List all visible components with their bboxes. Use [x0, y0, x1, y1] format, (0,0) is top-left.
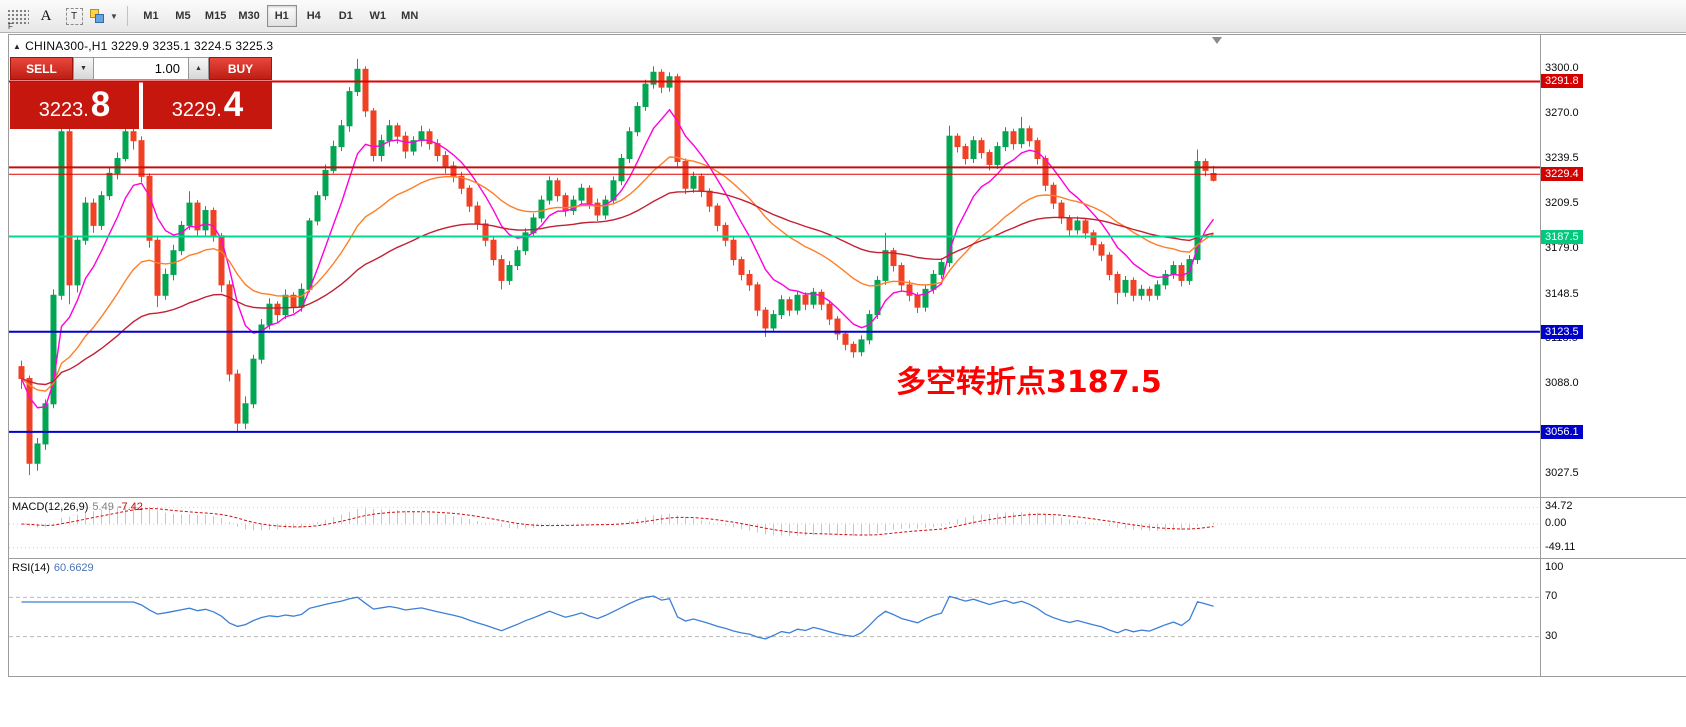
macd-main-value: 5.49: [92, 501, 114, 513]
rsi-axis-label: 100: [1545, 561, 1564, 573]
buy-price-big-digit: 4: [223, 85, 244, 124]
macd-axis-label: -49.11: [1545, 540, 1576, 553]
sell-price-display[interactable]: 3223. 8: [10, 82, 139, 129]
sell-price-big-digit: 8: [90, 85, 111, 124]
shapes-tool-button[interactable]: ▼: [89, 4, 119, 29]
macd-name: MACD(12,26,9): [12, 501, 89, 513]
price-axis-label: 3088.0: [1545, 377, 1579, 390]
timeframe-d1[interactable]: D1: [338, 10, 353, 22]
price-axis-separator[interactable]: [1540, 35, 1541, 676]
caret-up-icon: ▲: [195, 65, 202, 72]
price-axis-label: 3300.0: [1545, 62, 1579, 75]
chevron-down-icon: ▼: [110, 11, 118, 21]
chart-header: ▲ CHINA300-,H1 3229.9 3235.1 3224.5 3225.…: [13, 39, 273, 53]
shapes-icon: [90, 8, 106, 24]
macd-panel-separator[interactable]: [8, 497, 1686, 498]
macd-indicator-label: MACD(12,26,9) 5.49 -7.42: [12, 501, 143, 513]
macd-signal-line: [21, 507, 1214, 536]
grid-badge: F: [8, 21, 13, 31]
rsi-axis-label: 30: [1545, 629, 1558, 642]
timeframe-m15[interactable]: M15: [204, 10, 227, 22]
timeframe-m1[interactable]: M1: [143, 10, 159, 22]
level-price-label: 3229.4: [1541, 167, 1583, 182]
rsi-indicator-panel[interactable]: [9, 559, 1540, 676]
macd-axis-label: 0.00: [1545, 517, 1567, 529]
volume-up-button[interactable]: ▲: [188, 57, 209, 80]
rsi-value: 60.6629: [53, 562, 94, 574]
volume-dropdown-button[interactable]: ▼: [73, 57, 94, 80]
rsi-line: [21, 595, 1214, 640]
chart-annotation-text[interactable]: 多空转折点3187.5: [896, 365, 1162, 400]
rsi-axis-label: 70: [1545, 590, 1558, 603]
level-price-label: 3187.5: [1541, 229, 1583, 244]
price-axis-label: 3179.0: [1545, 242, 1579, 255]
grid-dots-tool-button[interactable]: F: [5, 4, 31, 31]
macd-signal-value: -7.42: [117, 501, 143, 513]
grid-dots-icon: F: [7, 8, 29, 31]
window-left-border: [8, 34, 9, 677]
window-top-border: [8, 34, 1686, 35]
price-axis-label: 3209.5: [1545, 196, 1579, 209]
rsi-panel-separator[interactable]: [8, 558, 1686, 559]
caret-down-icon: ▼: [80, 65, 87, 72]
ma-mid-line: [21, 156, 1214, 392]
price-axis-label: 3239.5: [1545, 152, 1579, 165]
price-axis-label: 3027.5: [1545, 467, 1579, 480]
level-price-label: 3123.5: [1541, 324, 1583, 339]
macd-indicator-panel[interactable]: [9, 498, 1540, 558]
timeframe-w1[interactable]: W1: [369, 10, 386, 22]
buy-button[interactable]: BUY: [209, 57, 272, 80]
toolbar-separator: [126, 6, 128, 26]
timeframe-mn[interactable]: MN: [401, 10, 419, 22]
chart-shift-marker-icon[interactable]: [1212, 37, 1222, 44]
price-axis-label: 3148.5: [1545, 287, 1579, 300]
letter-a-icon: A: [40, 7, 52, 24]
sell-button[interactable]: SELL: [10, 57, 73, 80]
timeframe-m30[interactable]: M30: [238, 10, 260, 22]
ma-slow-line: [21, 190, 1214, 386]
text-annotation-tool-button[interactable]: A: [33, 4, 59, 29]
one-click-trading-panel: SELL ▼ ▲ BUY 3223.8 3229.4: [10, 57, 272, 129]
macd-histogram: [29, 504, 1214, 536]
timeframe-h4[interactable]: H4: [306, 10, 321, 22]
text-label-tool-button[interactable]: T: [61, 4, 87, 29]
volume-input[interactable]: [94, 57, 188, 80]
timeframe-m5[interactable]: M5: [175, 10, 191, 22]
timeframe-buttons: M1 M5 M15 M30 H1 H4 D1 W1 MN: [135, 5, 426, 27]
level-price-label: 3291.8: [1541, 74, 1583, 89]
buy-price-display[interactable]: 3229. 4: [143, 82, 272, 129]
rsi-indicator-label: RSI(14) 60.6629: [12, 562, 94, 574]
timeframe-h1[interactable]: H1: [266, 5, 297, 27]
chart-header-text: CHINA300-,H1 3229.9 3235.1 3224.5 3225.3: [25, 39, 274, 53]
collapse-arrow-icon[interactable]: ▲: [13, 42, 22, 51]
buy-price-main: 3229.: [171, 99, 222, 121]
top-toolbar: F A T ▼ M1 M5 M15 M30 H1 H4 D1 W1 MN: [0, 0, 1686, 33]
rsi-name: RSI(14): [12, 562, 50, 574]
level-price-label: 3056.1: [1541, 424, 1583, 439]
sell-price-main: 3223.: [38, 99, 89, 121]
macd-axis-label: 34.72: [1545, 500, 1573, 513]
boxed-t-icon: T: [65, 7, 83, 25]
price-axis-label: 3270.0: [1545, 106, 1579, 119]
window-bottom-border: [8, 676, 1686, 677]
candles-group: [18, 58, 1217, 476]
